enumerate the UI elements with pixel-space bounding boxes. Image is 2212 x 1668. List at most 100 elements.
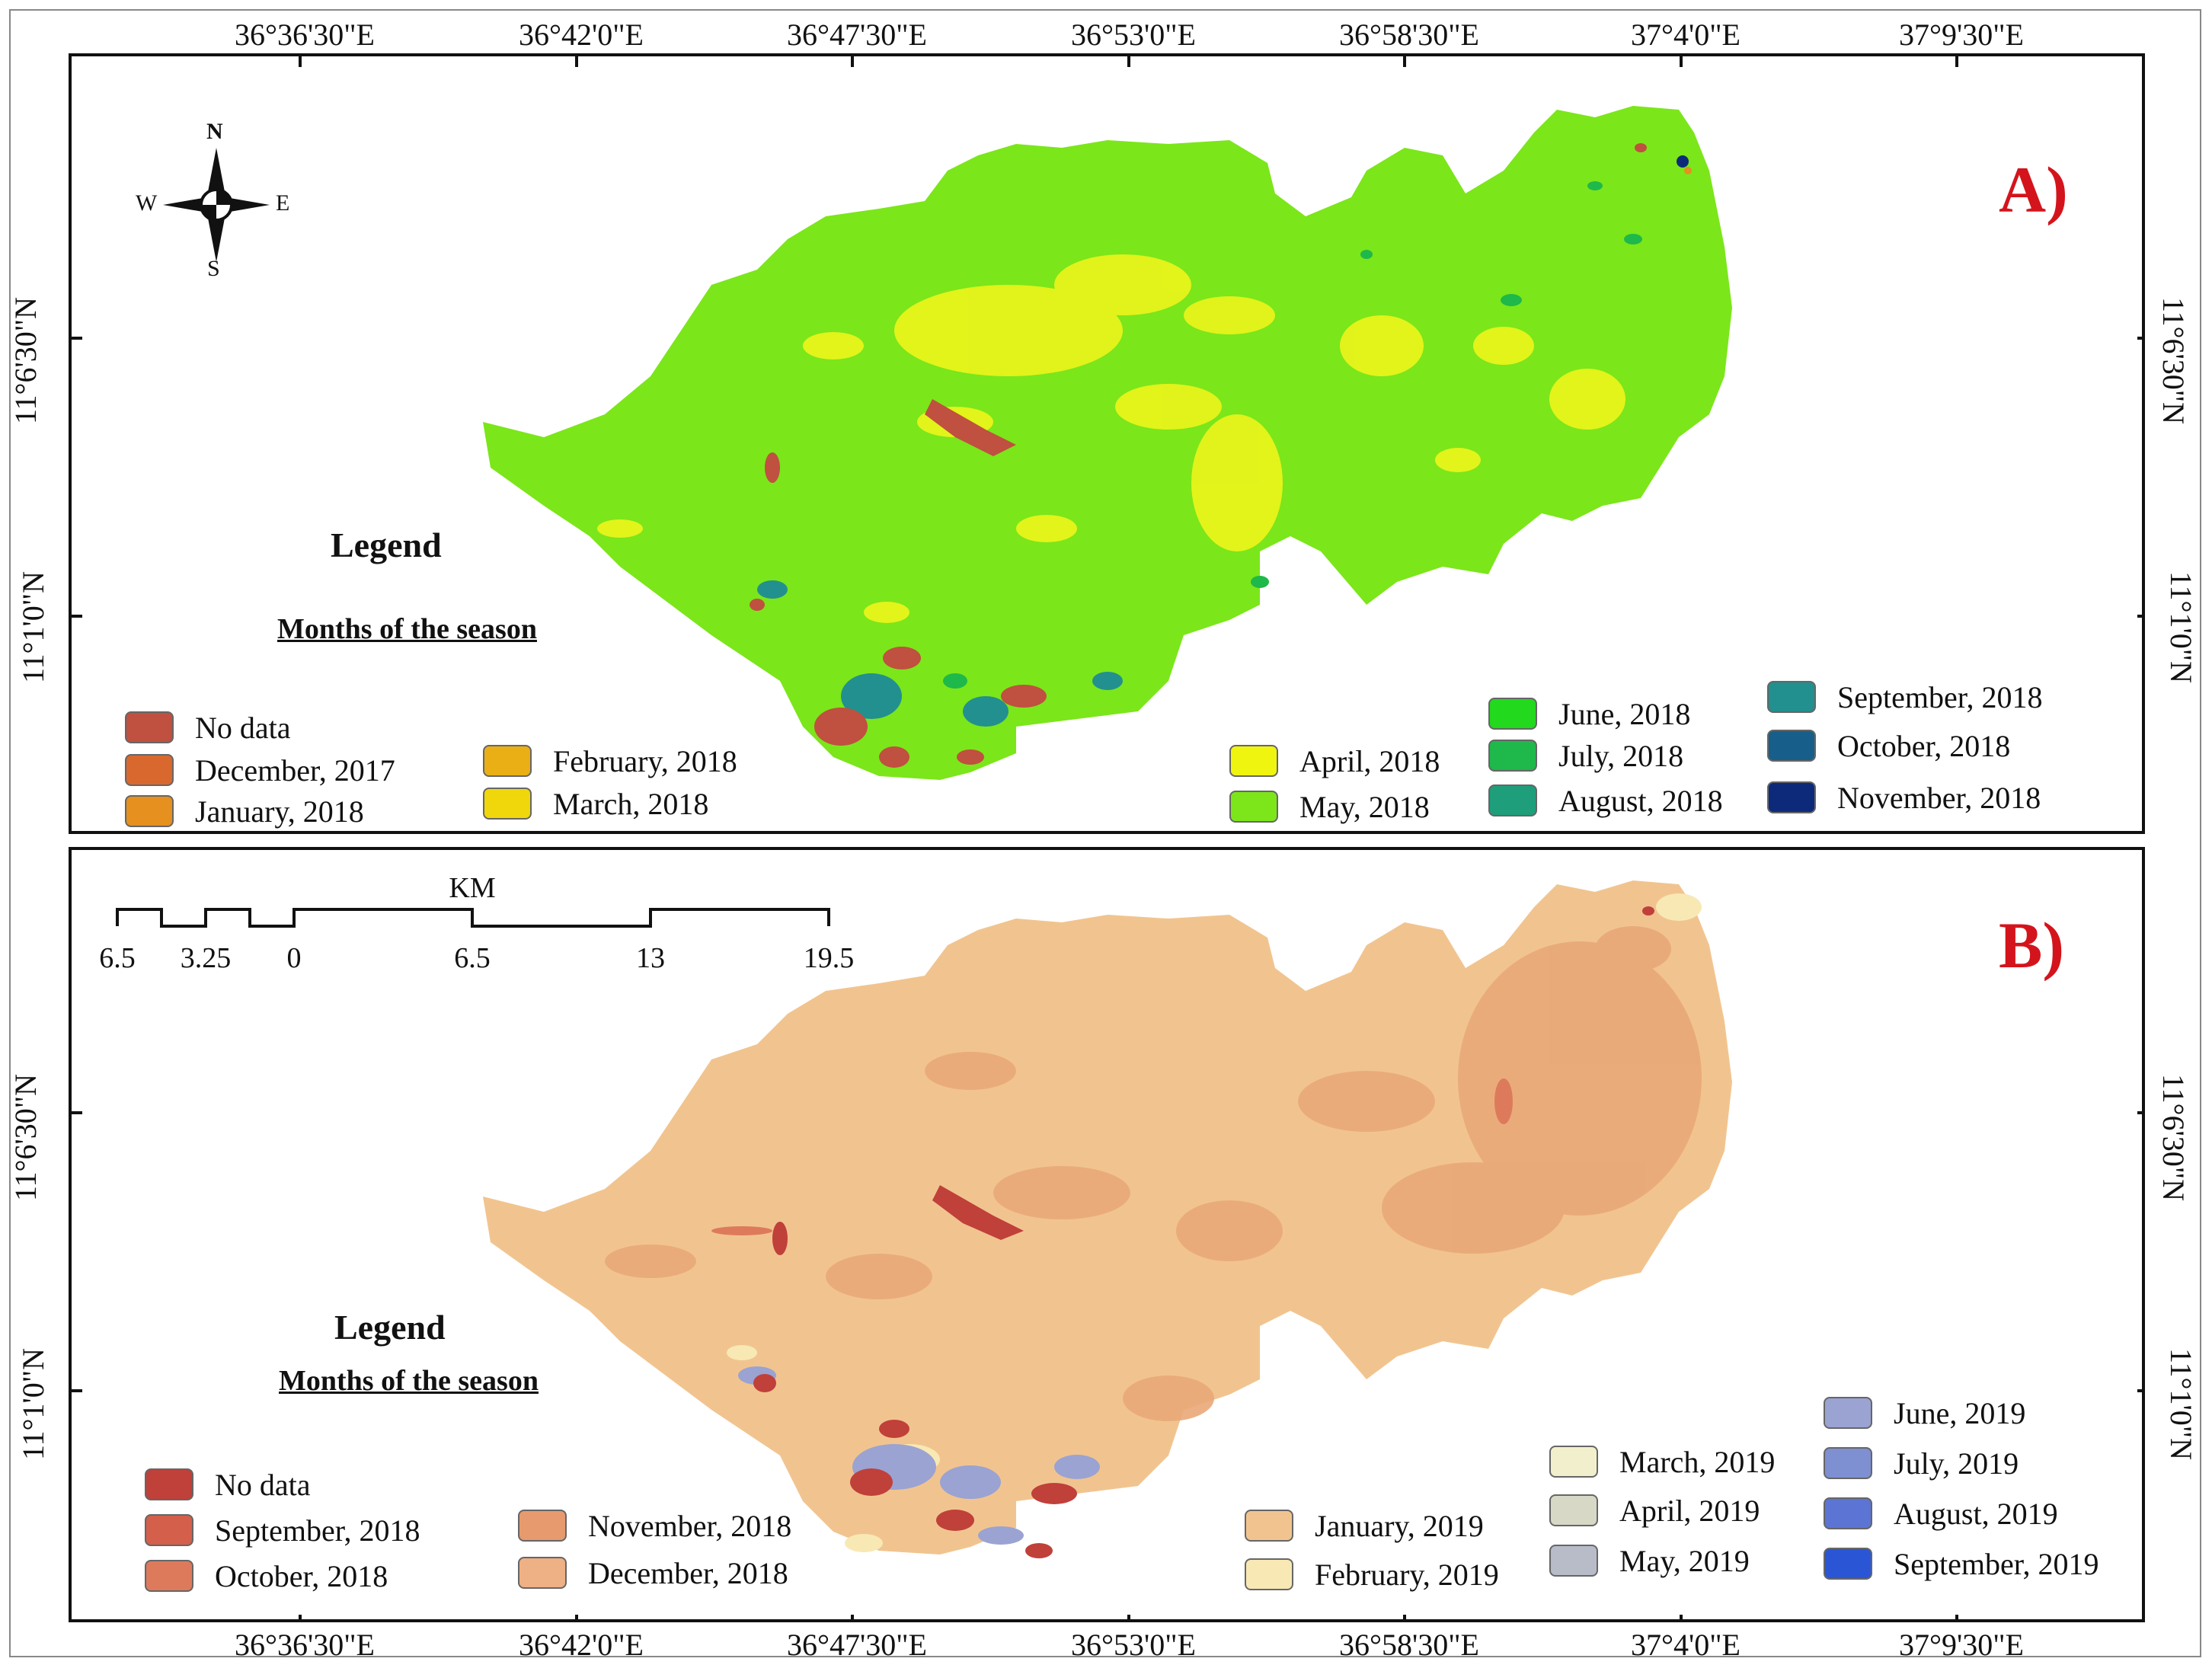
lon-label: 36°42'0"E xyxy=(519,18,644,52)
lon-label: 37°9'30"E xyxy=(1899,18,2024,52)
lon-label: 36°36'30"E xyxy=(235,18,375,52)
legend-label: December, 2018 xyxy=(588,1555,788,1590)
legend-swatch xyxy=(1488,784,1537,816)
scale-tick: 19.5 xyxy=(803,942,855,974)
legend-label: No data xyxy=(215,1467,311,1502)
legend-item: June, 2019 xyxy=(1824,1394,2025,1432)
legend-swatch xyxy=(1767,681,1816,713)
lat-label: 11°6'30"N xyxy=(8,297,43,424)
legend-item: August, 2019 xyxy=(1824,1494,2058,1532)
legend-item: March, 2018 xyxy=(483,784,708,823)
legend-label: May, 2018 xyxy=(1299,789,1430,824)
legend-item: No data xyxy=(125,708,291,746)
study-area-a xyxy=(483,106,1732,780)
legend-item: September, 2019 xyxy=(1824,1545,2099,1583)
lat-label: 11°6'30"N xyxy=(8,1074,43,1201)
legend-swatch xyxy=(145,1514,193,1546)
lat-label: 11°1'0"N xyxy=(15,571,50,683)
figure-frame xyxy=(9,9,2201,1657)
legend-swatch xyxy=(1824,1447,1872,1479)
legend-label: May, 2019 xyxy=(1619,1543,1750,1578)
legend-swatch xyxy=(1767,781,1816,813)
lon-label: 37°4'0"E xyxy=(1631,1628,1741,1662)
legend-swatch xyxy=(1767,730,1816,762)
legend-item: July, 2018 xyxy=(1488,737,1683,775)
scale-bar-icon xyxy=(116,908,830,928)
lon-label: 36°42'0"E xyxy=(519,1628,644,1662)
legend-swatch xyxy=(483,788,532,820)
legend-swatch xyxy=(1549,1545,1598,1577)
south-label: S xyxy=(207,256,220,281)
legend-item: June, 2018 xyxy=(1488,695,1690,733)
scale-unit: KM xyxy=(449,872,496,904)
legend-label: March, 2019 xyxy=(1619,1444,1776,1479)
legend-swatch xyxy=(1229,745,1278,777)
legend-item: November, 2018 xyxy=(1767,778,2041,816)
legend-item: April, 2019 xyxy=(1549,1491,1760,1529)
legend-swatch xyxy=(1245,1558,1293,1590)
lat-label: 11°6'30"N xyxy=(2156,1074,2191,1201)
legend-label: July, 2019 xyxy=(1894,1446,2019,1481)
lon-label: 36°47'30"E xyxy=(787,18,927,52)
west-label: W xyxy=(136,190,158,216)
scale-tick: 6.5 xyxy=(454,942,491,974)
legend-swatch xyxy=(518,1510,567,1542)
legend-label: September, 2018 xyxy=(215,1513,420,1548)
legend-label: October, 2018 xyxy=(215,1558,388,1593)
legend-item: November, 2018 xyxy=(518,1507,791,1545)
legend-item: October, 2018 xyxy=(145,1557,388,1595)
legend-item: No data xyxy=(145,1465,311,1503)
map-b-svg xyxy=(72,880,2142,1619)
north-arrow-icon xyxy=(163,148,270,262)
panel-label-b: B) xyxy=(1999,909,2064,982)
legend-label: January, 2019 xyxy=(1315,1508,1484,1543)
legend-item: May, 2018 xyxy=(1229,788,1430,826)
legend-label: February, 2019 xyxy=(1315,1557,1499,1592)
map-panel-a: N S W E A) Legend Months of the season N… xyxy=(69,53,2145,834)
legend-swatch xyxy=(1824,1497,1872,1529)
north-label: N xyxy=(206,119,223,144)
legend-label: August, 2019 xyxy=(1894,1496,2058,1531)
legend-swatch xyxy=(125,711,174,743)
legend-swatch xyxy=(125,754,174,786)
legend-label: No data xyxy=(195,710,291,745)
study-area-b xyxy=(483,880,1732,1555)
legend-label: April, 2018 xyxy=(1299,743,1440,778)
legend-item: February, 2019 xyxy=(1245,1555,1499,1593)
legend-subtitle-a: Months of the season xyxy=(277,613,537,645)
legend-label: October, 2018 xyxy=(1837,728,2011,763)
panel-label-a: A) xyxy=(1999,153,2068,226)
legend-item: September, 2018 xyxy=(1767,678,2042,716)
legend-item: August, 2018 xyxy=(1488,781,1723,820)
legend-item: December, 2017 xyxy=(125,751,395,789)
legend-label: August, 2018 xyxy=(1558,783,1723,818)
lon-label: 37°4'0"E xyxy=(1631,18,1741,52)
map-a-svg xyxy=(72,56,2142,780)
lon-label: 36°47'30"E xyxy=(787,1628,927,1662)
legend-label: September, 2019 xyxy=(1894,1546,2099,1581)
legend-swatch xyxy=(483,745,532,777)
lon-label: 36°53'0"E xyxy=(1071,1628,1196,1662)
legend-item: May, 2019 xyxy=(1549,1542,1750,1580)
legend-swatch xyxy=(1549,1494,1598,1526)
legend-swatch xyxy=(125,795,174,827)
legend-swatch xyxy=(1245,1510,1293,1542)
scale-tick: 6.5 xyxy=(99,942,136,974)
lon-label: 36°36'30"E xyxy=(235,1628,375,1662)
scale-tick: 3.25 xyxy=(180,942,232,974)
legend-label: February, 2018 xyxy=(553,743,737,778)
legend-swatch xyxy=(1824,1397,1872,1429)
lon-label: 36°58'30"E xyxy=(1339,18,1479,52)
legend-item: September, 2018 xyxy=(145,1511,420,1549)
lat-label: 11°6'30"N xyxy=(2156,297,2191,424)
legend-swatch xyxy=(145,1560,193,1592)
legend-label: July, 2018 xyxy=(1558,738,1684,773)
scale-tick: 0 xyxy=(286,942,302,974)
lon-label: 37°9'30"E xyxy=(1899,1628,2024,1662)
legend-label: November, 2018 xyxy=(1837,780,2041,815)
legend-label: June, 2019 xyxy=(1894,1395,2026,1430)
lon-label: 36°58'30"E xyxy=(1339,1628,1479,1662)
lat-label: 11°1'0"N xyxy=(2163,1348,2198,1460)
map-panel-b: KM 6.5 3.25 0 6.5 13 19.5 B) Legend Mont… xyxy=(69,847,2145,1622)
legend-label: November, 2018 xyxy=(588,1508,792,1543)
